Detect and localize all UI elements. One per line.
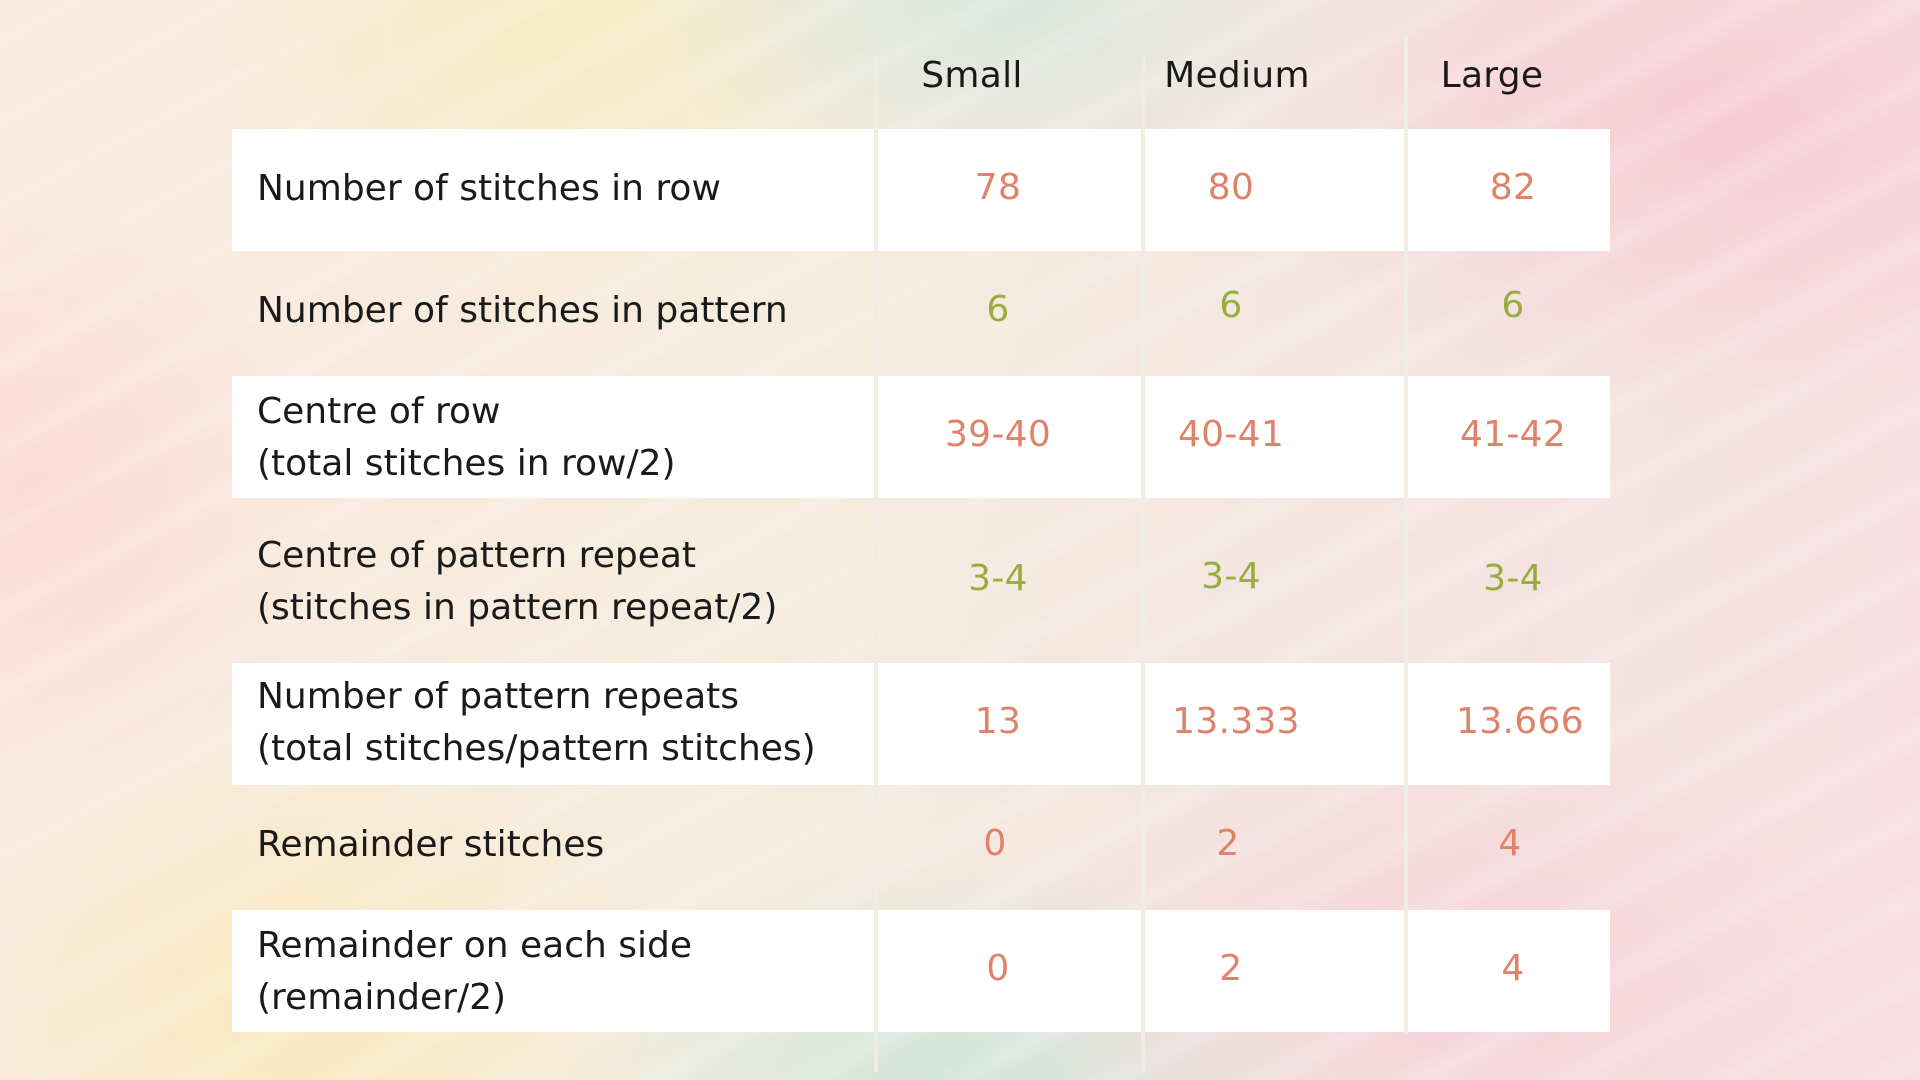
row-label-line2: (stitches in pattern repeat/2): [257, 587, 778, 628]
table-row: Number of stitches in row 78 80 82: [232, 129, 1610, 251]
column-header-large: Large: [1440, 55, 1544, 96]
cell-large: 4: [1501, 948, 1525, 989]
cell-small: 6: [986, 289, 1010, 330]
row-label-line2: (remainder/2): [257, 977, 507, 1018]
row-label: Number of stitches in pattern: [257, 285, 788, 337]
row-label-line1: Centre of row: [257, 391, 501, 432]
cell-small: 13: [974, 701, 1022, 742]
column-divider: [874, 57, 878, 1072]
row-label: Number of stitches in row: [257, 163, 721, 215]
table-row: Remainder on each side (remainder/2) 0 2…: [232, 910, 1610, 1032]
cell-medium: 13.333: [1172, 701, 1300, 742]
table-row: Centre of row (total stitches in row/2) …: [232, 376, 1610, 498]
row-label-line1: Number of stitches in pattern: [257, 290, 788, 331]
cell-large: 6: [1501, 285, 1525, 326]
row-label-line1: Number of stitches in row: [257, 168, 721, 209]
cell-large: 41-42: [1459, 414, 1567, 455]
row-label: Centre of pattern repeat (stitches in pa…: [257, 530, 777, 634]
cell-small: 39-40: [944, 414, 1052, 455]
cell-small: 3-4: [968, 558, 1028, 599]
row-label: Remainder stitches: [257, 819, 604, 871]
cell-medium: 6: [1219, 285, 1243, 326]
table-row: Number of stitches in pattern 6 6 6: [232, 251, 1610, 376]
row-label-line2: (total stitches/pattern stitches): [257, 728, 816, 769]
cell-medium: 80: [1207, 167, 1255, 208]
cell-large: 13.666: [1456, 701, 1584, 742]
row-label-line1: Number of pattern repeats: [257, 676, 740, 717]
row-label-line1: Centre of pattern repeat: [257, 535, 697, 576]
cell-medium: 2: [1216, 823, 1240, 864]
cell-small: 0: [986, 948, 1010, 989]
row-label-line1: Remainder on each side: [257, 925, 693, 966]
cell-small: 78: [974, 167, 1022, 208]
cell-medium: 2: [1219, 948, 1243, 989]
row-label: Number of pattern repeats (total stitche…: [257, 671, 816, 775]
row-label: Remainder on each side (remainder/2): [257, 920, 692, 1024]
cell-large: 3-4: [1483, 558, 1543, 599]
cell-medium: 3-4: [1201, 556, 1261, 597]
row-label-line1: Remainder stitches: [257, 824, 605, 865]
row-label-line2: (total stitches in row/2): [257, 443, 676, 484]
column-divider: [1141, 57, 1145, 1072]
table-row: Remainder stitches 0 2 4: [232, 785, 1610, 910]
cell-large: 4: [1498, 823, 1522, 864]
cell-large: 82: [1489, 167, 1537, 208]
table-row: Centre of pattern repeat (stitches in pa…: [232, 498, 1610, 663]
column-divider: [1404, 35, 1408, 1035]
cell-small: 0: [983, 823, 1007, 864]
row-label: Centre of row (total stitches in row/2): [257, 386, 676, 490]
table-header: Small Medium Large: [232, 35, 1610, 129]
column-header-medium: Medium: [1164, 55, 1310, 96]
cell-medium: 40-41: [1177, 414, 1285, 455]
column-header-small: Small: [921, 55, 1023, 96]
stitch-table: Small Medium Large Number of stitches in…: [232, 35, 1610, 1072]
table-row: Number of pattern repeats (total stitche…: [232, 663, 1610, 785]
